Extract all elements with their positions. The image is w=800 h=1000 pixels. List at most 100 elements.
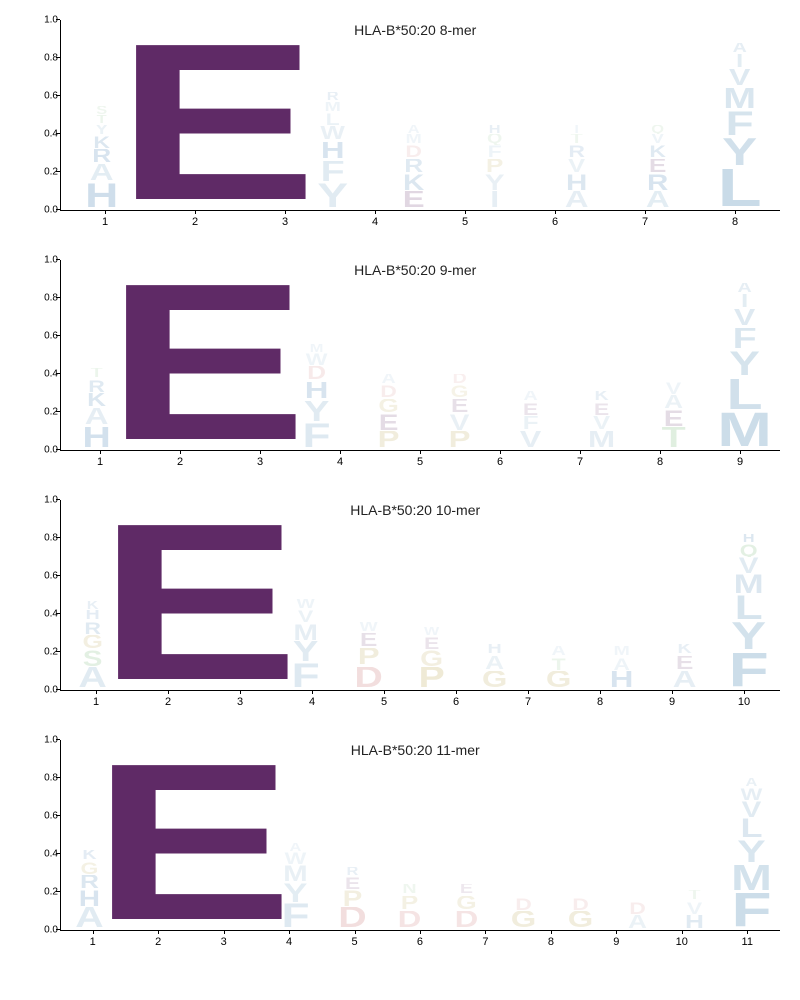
logo-panel-4: HLA-B*50:20 11-mer0.00.20.40.60.81.0AHRG… <box>20 740 780 948</box>
y-tick-label: 1.0 <box>44 735 58 746</box>
x-tick-label: 8 <box>620 450 700 468</box>
logo-letter: L <box>696 378 792 412</box>
plot-area: AHRGKEFYMWADPERDPNDGEGDGDADHVTFMYLVWA <box>60 740 780 931</box>
x-tick-label: 1 <box>60 690 132 708</box>
logo-letter: M <box>277 102 387 113</box>
panel-title: HLA-B*50:20 8-mer <box>354 22 476 38</box>
x-tick-label: 1 <box>60 930 125 948</box>
logo-letter: V <box>706 557 791 574</box>
x-tick-label: 5 <box>322 930 387 948</box>
logo-letter: Y <box>684 138 794 168</box>
x-tick-label: 4 <box>256 930 321 948</box>
x-tick-label: 7 <box>540 450 620 468</box>
logo-panel-1: HLA-B*50:20 8-mer0.00.20.40.60.81.0HARKY… <box>20 20 780 228</box>
logo-letter: L <box>684 168 794 210</box>
logo-letter: V <box>696 309 792 328</box>
logo-column: E <box>124 500 273 690</box>
x-tick-label: 4 <box>330 210 420 228</box>
logo-column: E <box>142 20 291 210</box>
y-tick-label: 0.8 <box>44 533 58 544</box>
y-tick-label: 0.8 <box>44 773 58 784</box>
logo-column: FMYLVWA <box>723 740 780 930</box>
y-tick-label: 0.6 <box>44 331 58 342</box>
x-tick-label: 9 <box>636 690 708 708</box>
x-axis: 12345678 <box>60 210 780 228</box>
logo-column: MLYFVIA <box>709 260 780 450</box>
y-tick-label: 0.8 <box>44 53 58 64</box>
x-tick-label: 3 <box>220 450 300 468</box>
logo-columns: ASGRHKEFYMVWDPEWPGEWGAHGTAHAMAEKFYLMVQH <box>61 500 780 690</box>
logo-letter: M <box>269 344 365 354</box>
y-tick-label: 1.0 <box>44 15 58 26</box>
logo-column: LYFMVIA <box>699 20 780 210</box>
logo-letter: I <box>696 294 792 309</box>
y-tick-label: 0.6 <box>44 571 58 582</box>
logo-letter: A <box>696 283 792 294</box>
logo-column: FYLMVQH <box>717 500 780 690</box>
x-tick-label: 9 <box>584 930 649 948</box>
logo-letter: Y <box>696 351 792 378</box>
logo-letter: Y <box>713 839 790 864</box>
logo-column: E <box>118 740 267 930</box>
sequence-logo-panels: HLA-B*50:20 8-mer0.00.20.40.60.81.0HARKY… <box>20 20 780 948</box>
logo-letter: Q <box>706 544 791 557</box>
x-tick-label: 5 <box>380 450 460 468</box>
x-tick-label: 6 <box>387 930 452 948</box>
x-axis: 1234567891011 <box>60 930 780 948</box>
logo-letter: E <box>428 884 505 895</box>
logo-columns: HAKRTEFYHDWMPEGDAPVEGDVFEAMVEKTEAVMLYFVI… <box>61 260 780 450</box>
x-tick-label: 4 <box>276 690 348 708</box>
logo-columns: AHRGKEFYMWADPERDPNDGEGDGDADHVTFMYLVWA <box>61 740 780 930</box>
logo-letter: Y <box>706 622 791 652</box>
logo-letter: L <box>706 595 791 622</box>
x-tick-label: 6 <box>510 210 600 228</box>
logo-letter: A <box>713 778 790 788</box>
logo-letter: F <box>713 892 790 930</box>
logo-letter: R <box>314 867 391 877</box>
y-tick-label: 1.0 <box>44 495 58 506</box>
x-tick-label: 6 <box>420 690 492 708</box>
x-tick-label: 3 <box>204 690 276 708</box>
x-tick-label: 9 <box>700 450 780 468</box>
x-tick-label: 2 <box>132 690 204 708</box>
x-tick-label: 8 <box>518 930 583 948</box>
x-tick-label: 10 <box>708 690 780 708</box>
x-axis: 12345678910 <box>60 690 780 708</box>
x-tick-label: 7 <box>492 690 564 708</box>
y-tick-label: 0.6 <box>44 91 58 102</box>
logo-letter: I <box>684 54 794 69</box>
logo-letter: W <box>713 788 790 801</box>
x-tick-label: 4 <box>300 450 380 468</box>
logo-panel-3: HLA-B*50:20 10-mer0.00.20.40.60.81.0ASGR… <box>20 500 780 708</box>
x-tick-label: 10 <box>649 930 714 948</box>
x-tick-label: 2 <box>140 450 220 468</box>
x-tick-label: 2 <box>150 210 240 228</box>
x-tick-label: 6 <box>460 450 540 468</box>
logo-letter: M <box>713 864 790 893</box>
logo-letter: W <box>389 627 474 637</box>
y-tick-label: 1.0 <box>44 255 58 266</box>
plot-area: HARKYTSEYFHWLMREKRDMAIYPFQHAHVRTIAREKVQL… <box>60 20 780 211</box>
logo-column: E <box>132 260 281 450</box>
x-tick-label: 8 <box>690 210 780 228</box>
logo-letter: A <box>684 43 794 54</box>
y-tick-label: 0.6 <box>44 811 58 822</box>
logo-letter: W <box>269 353 365 366</box>
x-tick-label: 1 <box>60 450 140 468</box>
x-tick-label: 11 <box>715 930 780 948</box>
logo-letter: F <box>706 652 791 690</box>
logo-letter: V <box>713 801 790 818</box>
y-tick-label: 0.8 <box>44 293 58 304</box>
logo-letter: M <box>706 574 791 595</box>
plot-area: HAKRTEFYHDWMPEGDAPVEGDVFEAMVEKTEAVMLYFVI… <box>60 260 780 451</box>
logo-letter: V <box>684 69 794 88</box>
x-tick-label: 3 <box>191 930 256 948</box>
logo-letter: H <box>706 534 791 544</box>
logo-letter: W <box>262 599 347 610</box>
panel-title: HLA-B*50:20 11-mer <box>351 742 480 758</box>
plot-area: ASGRHKEFYMVWDPEWPGEWGAHGTAHAMAEKFYLMVQH <box>60 500 780 691</box>
logo-columns: HARKYTSEYFHWLMREKRDMAIYPFQHAHVRTIAREKVQL… <box>61 20 780 210</box>
logo-letter: A <box>257 843 334 853</box>
x-tick-label: 2 <box>125 930 190 948</box>
logo-letter: M <box>684 88 794 111</box>
